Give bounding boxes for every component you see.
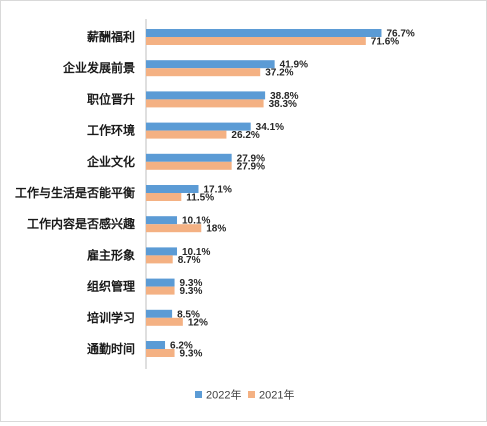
data-label: 12%: [188, 317, 208, 328]
legend-swatch: [195, 391, 202, 398]
data-label: 18%: [206, 224, 226, 235]
bar-2021: [146, 193, 182, 201]
data-label: 17.1%: [203, 185, 231, 196]
category-label: 工作环境: [87, 123, 135, 138]
data-label: 6.2%: [170, 341, 193, 352]
bar-2021: [146, 255, 173, 264]
bar-2021: [146, 317, 183, 326]
bar-2022: [146, 247, 178, 256]
category-label: 通勤时间: [87, 341, 135, 356]
bar-2022: [146, 341, 166, 349]
category-labels: 薪酬福利企业发展前景职位晋升工作环境企业文化工作与生活是否能平衡工作内容是否感兴…: [15, 29, 136, 356]
data-label: 9.3%: [180, 278, 203, 289]
data-label: 27.9%: [237, 153, 265, 164]
bar-2022: [146, 309, 173, 318]
data-label: 11.5%: [186, 193, 214, 204]
bar-2021: [146, 37, 366, 45]
category-label: 雇主形象: [87, 247, 135, 262]
bar-2021: [146, 68, 261, 77]
legend: 2022年 2021年: [195, 388, 294, 402]
data-label: 26.2%: [231, 130, 259, 141]
bar-2021: [146, 224, 202, 233]
data-label: 37.2%: [265, 68, 293, 79]
legend-label: 2021年: [259, 388, 294, 402]
bar-2021: [146, 130, 227, 139]
value-labels: 76.7%71.6% 41.9%37.2% 38.8%38.3% 34.1%26.2%…: [170, 29, 415, 360]
data-label: 9.3%: [180, 349, 203, 360]
data-label: 8.7%: [178, 255, 201, 266]
data-label: 27.9%: [237, 161, 265, 172]
data-label: 34.1%: [256, 122, 284, 133]
data-label: 38.3%: [269, 99, 297, 110]
data-label: 10.1%: [182, 216, 210, 227]
category-label: 薪酬福利: [87, 29, 135, 44]
data-label: 8.5%: [177, 309, 200, 320]
bar-2022: [146, 216, 178, 225]
category-label: 企业发展前景: [62, 60, 135, 75]
bar-2022: [146, 278, 175, 287]
data-label: 10.1%: [182, 247, 210, 258]
legend-swatch: [248, 391, 255, 398]
bar-2022: [146, 29, 382, 37]
data-label: 9.3%: [180, 286, 203, 297]
bar-2022: [146, 122, 251, 131]
category-label: 工作与生活是否能平衡: [15, 185, 135, 200]
bar-2021: [146, 286, 175, 295]
category-label: 组织管理: [87, 279, 135, 294]
category-label: 企业文化: [86, 154, 135, 169]
data-label: 41.9%: [280, 60, 308, 71]
bar-2022: [146, 153, 232, 162]
bar-2022: [146, 91, 266, 100]
data-label: 76.7%: [386, 29, 414, 40]
bar-2021: [146, 99, 264, 108]
bar-2022: [146, 185, 199, 193]
legend-label: 2022年: [206, 388, 241, 402]
data-label: 38.8%: [270, 91, 298, 102]
category-label: 职位晋升: [87, 91, 135, 106]
category-label: 工作内容是否感兴趣: [27, 216, 136, 231]
category-label: 培训学习: [87, 310, 135, 325]
bars-group: [146, 29, 382, 357]
bar-2021: [146, 349, 175, 357]
bar-2022: [146, 60, 275, 69]
bar-2021: [146, 161, 232, 170]
data-label: 71.6%: [371, 37, 399, 48]
